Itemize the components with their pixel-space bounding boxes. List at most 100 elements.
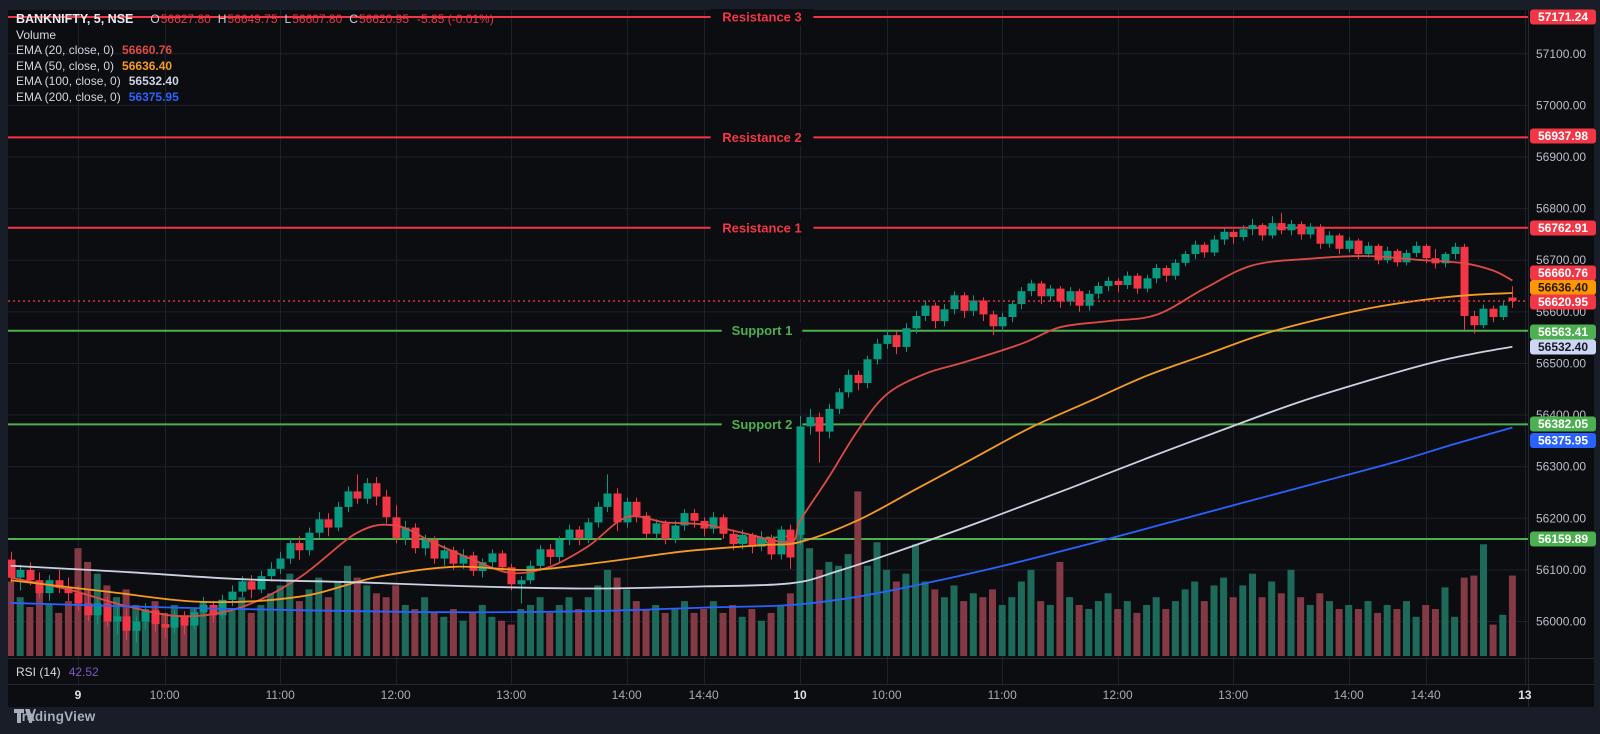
ema100-indicator-row[interactable]: EMA (100, close, 0) 56532.40 — [16, 74, 494, 90]
resistance-label: Resistance 3 — [722, 10, 802, 25]
time-tick-label: 13 — [1518, 688, 1532, 702]
candle-body — [1460, 246, 1469, 316]
ema200-line — [10, 426, 1513, 614]
price-badge — [1530, 531, 1596, 547]
candle-body — [344, 491, 353, 507]
candle-body — [151, 610, 160, 625]
candle-body — [594, 506, 603, 523]
volume-bar — [1008, 597, 1016, 656]
volume-bar — [1489, 624, 1497, 656]
low-value: 56607.80 — [292, 12, 343, 26]
volume-bar — [113, 597, 120, 656]
time-tick-label: 13:00 — [496, 688, 526, 702]
candle-body — [690, 513, 699, 521]
ema200-indicator-row[interactable]: EMA (200, close, 0) 56375.95 — [16, 90, 494, 106]
time-axis[interactable]: 9 10:00 11:00 12:00 13:00 14:00 14:40 10 10:00 11… — [75, 688, 1532, 702]
ema20-indicator-row[interactable]: EMA (20, close, 0) 56660.76 — [16, 43, 494, 59]
volume-bar — [1037, 601, 1045, 656]
candle-body — [93, 603, 102, 616]
volume-bar — [1431, 609, 1439, 656]
candle-body — [1489, 308, 1498, 317]
candle-body — [1152, 268, 1161, 279]
candle-body — [863, 359, 872, 383]
volume-bar — [469, 612, 477, 656]
high-value: 56649.75 — [227, 12, 278, 26]
volume-indicator-row[interactable]: Volume — [16, 28, 494, 44]
volume-bar — [392, 585, 400, 656]
candle-body — [526, 565, 535, 581]
symbol-title: BANKNIFTY, 5, NSE — [16, 12, 134, 26]
candle-body — [103, 603, 112, 622]
volume-bar — [1403, 601, 1410, 656]
time-tick-label: 14:00 — [1334, 688, 1364, 702]
candle-body — [1210, 239, 1219, 253]
volume-bar — [440, 616, 448, 656]
candle-body — [757, 537, 766, 547]
ema200-value: 56375.95 — [128, 89, 179, 104]
price-axis[interactable]: 57100.00 57000.00 56900.00 56800.00 56700.00… — [1530, 9, 1596, 629]
candle-body — [1027, 283, 1036, 292]
volume-bar — [738, 616, 746, 656]
candle-body — [315, 519, 324, 533]
volume-bar — [1200, 601, 1208, 656]
volume-bar — [825, 561, 833, 656]
volume-bar — [863, 565, 871, 656]
volume-bar — [1152, 597, 1160, 656]
resistance-label-bg — [710, 129, 814, 146]
volume-bar — [161, 612, 169, 656]
ema20-label: EMA (20, close, 0) — [16, 43, 115, 57]
candle-body — [1181, 254, 1190, 263]
candle-body — [74, 593, 83, 604]
volume-bar — [661, 612, 669, 656]
ema-lines — [10, 255, 1513, 618]
symbol-row[interactable]: BANKNIFTY, 5, NSE O56627.80 H56649.75 L5660… — [16, 12, 494, 28]
candle-body — [267, 568, 276, 577]
open-value: 56627.80 — [160, 12, 211, 26]
volume-bar — [190, 609, 197, 656]
volume-bar — [55, 612, 63, 656]
volume-bar — [1508, 575, 1516, 656]
volume-bar — [613, 577, 621, 656]
volume-bar — [209, 612, 217, 656]
volume-bar — [777, 605, 785, 656]
candle-body — [921, 305, 930, 316]
candle-body — [1268, 223, 1277, 236]
volume-bar — [854, 491, 862, 656]
volume-bar — [449, 609, 457, 656]
candle-body — [421, 540, 430, 549]
volume-bar — [228, 609, 236, 656]
price-tick-label: 57000.00 — [1536, 98, 1586, 112]
volume-bar — [459, 620, 467, 656]
candle-body — [680, 513, 689, 526]
candle-body — [449, 550, 458, 564]
candle-body — [1220, 231, 1229, 240]
candles[interactable] — [8, 212, 1517, 643]
volume-bar — [921, 581, 929, 656]
tradingview-logo[interactable]: TradingView — [14, 709, 95, 724]
volume-bar — [1066, 597, 1074, 656]
rsi-indicator-row[interactable]: RSI (14) 42.52 — [16, 665, 99, 679]
volume-bar — [940, 597, 948, 656]
candle-body — [180, 615, 189, 626]
volume-bar — [989, 589, 996, 656]
volume-bar — [1326, 601, 1333, 656]
price-tick-label: 56000.00 — [1536, 615, 1586, 629]
candle-body — [295, 543, 304, 551]
candle-body — [1316, 226, 1325, 244]
volume-bar — [1181, 589, 1189, 656]
volume-bar — [584, 597, 592, 656]
candle-body — [478, 562, 487, 571]
candle-body — [16, 569, 25, 578]
ema50-label: EMA (50, close, 0) — [16, 58, 115, 73]
high-label: H — [217, 12, 227, 26]
volume-bar — [305, 589, 313, 656]
candle-body — [141, 610, 150, 622]
tradingview-logo-icon — [14, 709, 36, 723]
candle-body — [1345, 240, 1354, 249]
ema50-indicator-row[interactable]: EMA (50, close, 0) 56636.40 — [16, 59, 494, 75]
candle-body — [1133, 275, 1142, 289]
volume-bar — [1422, 605, 1430, 656]
volume-bar — [238, 597, 246, 656]
